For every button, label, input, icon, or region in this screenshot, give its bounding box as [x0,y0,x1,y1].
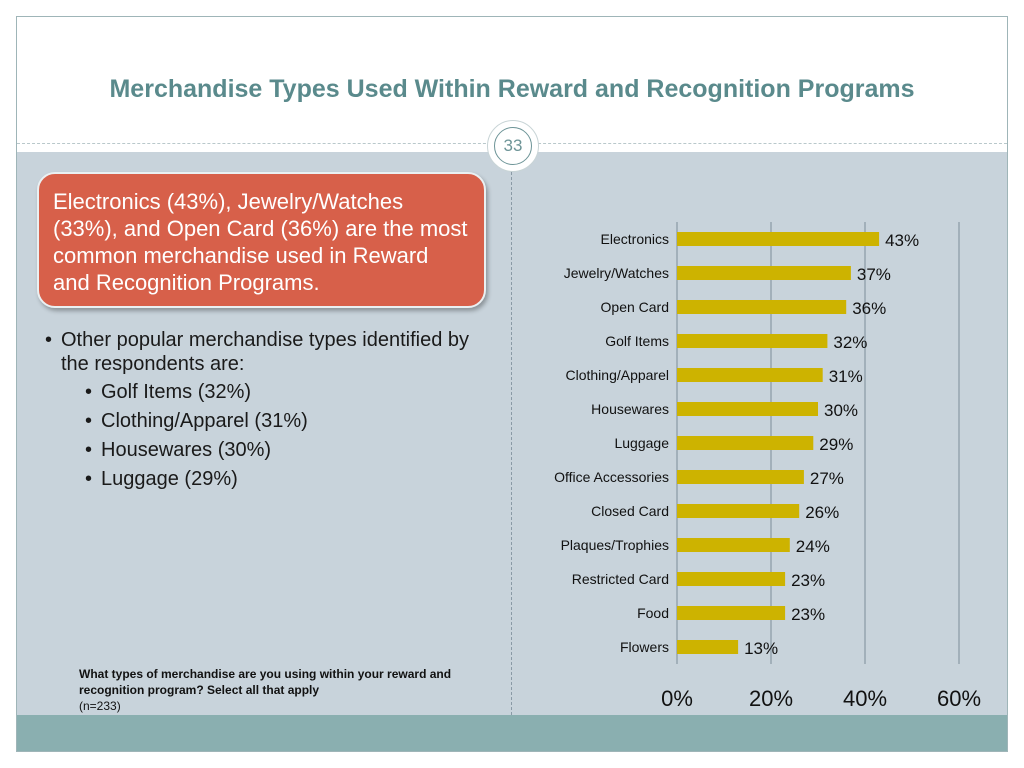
chart-bar [677,606,786,620]
chart-data-label: 30% [824,401,858,420]
chart-bar [677,572,786,586]
chart-data-label: 37% [857,265,891,284]
sub-bullet-item: Luggage (29%) [81,467,501,491]
chart-category-label: Jewelry/Watches [564,265,669,281]
footer-band [17,715,1007,751]
chart-bar [677,504,800,518]
bullet-list: Other popular merchandise types identifi… [41,328,501,496]
chart-category-label: Flowers [620,639,669,655]
chart-data-label: 32% [833,333,867,352]
chart-bar [677,470,804,484]
chart-category-label: Golf Items [605,333,669,349]
slide-title: Merchandise Types Used Within Reward and… [109,75,915,103]
chart-tick-label: 40% [843,686,887,711]
chart-category-label: Restricted Card [572,571,669,587]
page-number: 33 [494,127,532,165]
chart-bar [677,538,790,552]
key-finding-callout: Electronics (43%), Jewelry/Watches (33%)… [37,172,486,308]
chart-data-label: 31% [829,367,863,386]
chart-data-label: 23% [791,571,825,590]
chart-category-label: Open Card [601,299,669,315]
chart-bar [677,266,851,280]
sub-bullet-item: Housewares (30%) [81,438,501,462]
sub-bullet-item: Clothing/Apparel (31%) [81,409,501,433]
chart-data-label: 36% [852,299,886,318]
sub-bullet-list: Golf Items (32%) Clothing/Apparel (31%) … [61,380,501,491]
chart-bar [677,232,880,246]
slide-content: Electronics (43%), Jewelry/Watches (33%)… [17,152,1007,715]
chart-tick-label: 20% [749,686,793,711]
chart-data-label: 24% [796,537,830,556]
chart-category-label: Plaques/Trophies [561,537,669,553]
column-divider [511,152,512,715]
chart-data-label: 27% [810,469,844,488]
chart-tick-label: 60% [937,686,981,711]
chart-bar [677,300,847,314]
chart-data-label: 43% [885,231,919,250]
chart-category-label: Clothing/Apparel [565,367,669,383]
chart-tick-label: 0% [661,686,693,711]
chart-category-label: Food [637,605,669,621]
chart-data-label: 26% [805,503,839,522]
chart-category-label: Housewares [591,401,669,417]
chart-bar [677,640,739,654]
page-number-badge: 33 [487,120,539,172]
slide: Merchandise Types Used Within Reward and… [16,16,1008,752]
chart-svg: Electronics 43% Jewelry/Watches 37% Open Car… [554,222,981,711]
bullet-main-text: Other popular merchandise types identifi… [61,329,470,375]
chart-data-label: 29% [819,435,853,454]
survey-question-text: What types of merchandise are you using … [79,667,452,697]
chart-category-label: Office Accessories [554,469,669,485]
chart-category-label: Closed Card [591,503,669,519]
chart-bar [677,402,818,416]
chart-data-label: 23% [791,605,825,624]
sub-bullet-item: Golf Items (32%) [81,380,501,404]
chart-data-label: 13% [744,639,778,658]
sample-size: (n=233) [79,699,121,713]
survey-question: What types of merchandise are you using … [79,666,479,714]
chart-bar [677,436,814,450]
chart-category-label: Luggage [614,435,669,451]
merchandise-bar-chart: Electronics 43% Jewelry/Watches 37% Open Car… [513,202,1007,712]
bullet-item: Other popular merchandise types identifi… [41,328,501,491]
chart-bar [677,334,828,348]
callout-text: Electronics (43%), Jewelry/Watches (33%)… [53,189,468,295]
chart-category-label: Electronics [601,231,669,247]
chart-bar [677,368,823,382]
